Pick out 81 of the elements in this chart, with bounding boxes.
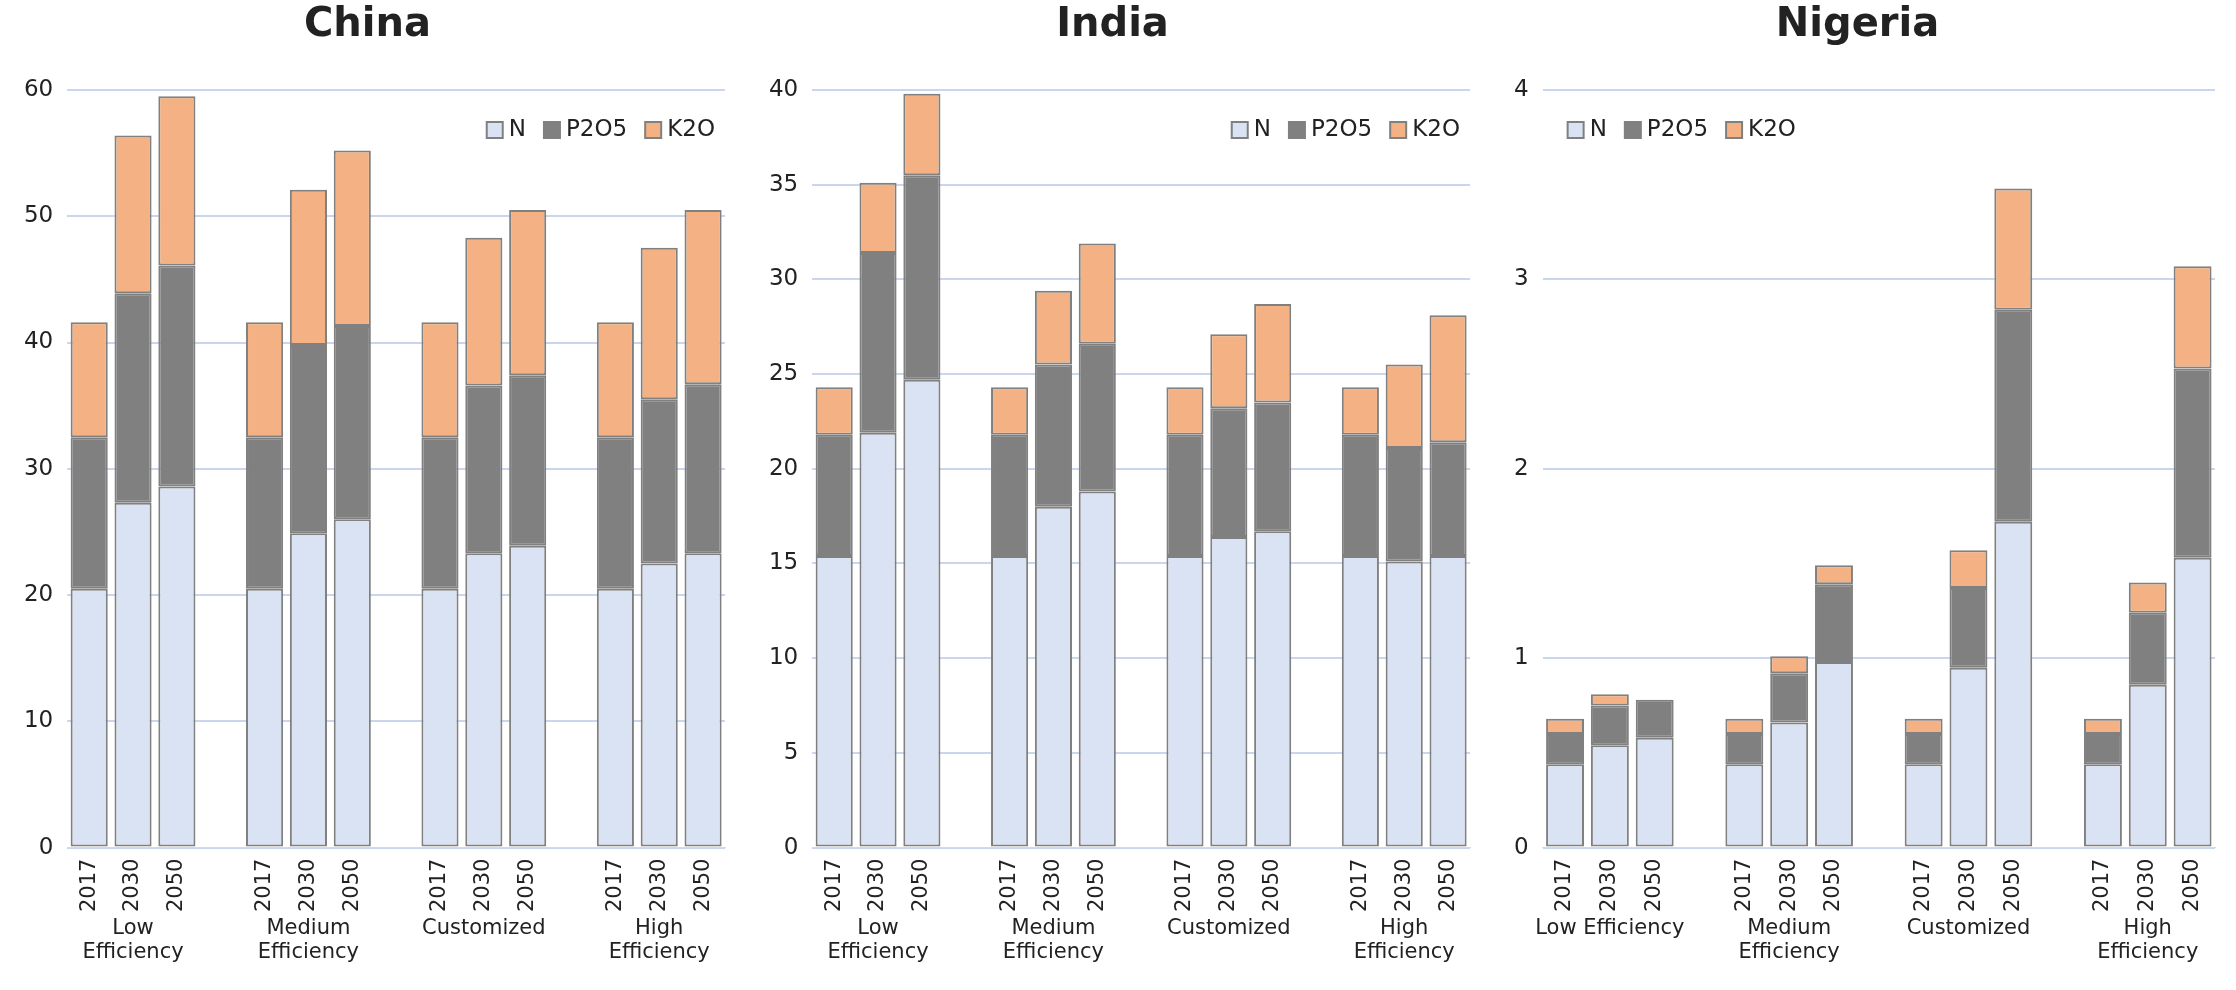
x-tick-label: 2050 (1820, 858, 1845, 913)
text: High Efficiency (2096, 915, 2200, 963)
y-tick-label: 30 (23, 453, 54, 480)
y-tick-label: 2 (1513, 453, 1529, 480)
text: Customized (1905, 915, 2032, 939)
y-tick-label: 35 (768, 169, 799, 196)
text: Customized (421, 915, 547, 939)
y-tick-label: 20 (23, 580, 54, 607)
x-tick-label: 2050 (689, 858, 714, 913)
x-tick-label: 2017 (251, 858, 276, 913)
y-tick-label: 15 (768, 548, 799, 575)
y-tick-label: 25 (768, 359, 799, 386)
x-tick-label: 2030 (1215, 858, 1240, 913)
y-tick-label: 0 (783, 832, 799, 859)
y-tick-label: 3 (1513, 264, 1529, 291)
y-tick-label: 0 (1513, 832, 1529, 859)
x-tick-label: 2050 (1083, 858, 1108, 913)
x-tick-label: 2030 (119, 858, 144, 913)
text: Medium Efficiency (1737, 915, 1841, 963)
x-tick-label: 2030 (1039, 858, 1064, 913)
y-tick-label: 60 (23, 74, 54, 101)
y-tick-label: 20 (768, 453, 799, 480)
text: Low Efficiency (1535, 915, 1685, 939)
x-tick-label: 2050 (1999, 858, 2024, 913)
x-tick-label: 2050 (163, 858, 188, 913)
text: Low Efficiency (826, 915, 930, 963)
legend-label: P2O5 (1646, 114, 1709, 141)
x-tick-label: 2017 (820, 858, 845, 913)
x-tick-label: 2017 (1171, 858, 1196, 913)
legend-label: N (1253, 114, 1271, 141)
x-tick-label: 2030 (864, 858, 889, 913)
x-tick-label: 2030 (1775, 858, 1800, 913)
y-tick-label: 4 (1513, 74, 1529, 101)
x-tick-label: 2050 (1434, 858, 1459, 913)
x-tick-label: 2050 (1259, 858, 1284, 913)
x-tick-label: 2017 (1346, 858, 1371, 913)
legend-label: N (1589, 114, 1607, 141)
x-tick-label: 2050 (908, 858, 933, 913)
y-tick-label: 10 (23, 706, 54, 733)
text: High Efficiency (1352, 915, 1456, 963)
chart-title: Nigeria (1775, 0, 1940, 46)
x-tick-label: 2030 (2134, 858, 2159, 913)
y-tick-label: 40 (768, 74, 799, 101)
x-tick-label: 2017 (2089, 858, 2114, 913)
x-tick-label: 2050 (338, 858, 363, 913)
legend-label: K2O (1412, 114, 1461, 141)
x-tick-label: 2017 (996, 858, 1021, 913)
text: Low Efficiency (81, 915, 185, 963)
x-tick-label: 2017 (1910, 858, 1935, 913)
legend-label: N (508, 114, 526, 141)
x-tick-label: 2017 (75, 858, 100, 913)
text: High Efficiency (607, 915, 711, 963)
x-tick-label: 2030 (294, 858, 319, 913)
chart-title: China (303, 0, 432, 46)
legend-label: P2O5 (565, 114, 628, 141)
x-tick-label: 2017 (601, 858, 626, 913)
x-tick-label: 2050 (1641, 858, 1666, 913)
legend-label: K2O (1748, 114, 1796, 141)
y-tick-label: 50 (23, 201, 54, 228)
text: Customized (1166, 915, 1292, 939)
x-tick-label: 2030 (1954, 858, 1979, 913)
x-tick-label: 2030 (645, 858, 670, 913)
chart-title: India (1056, 0, 1169, 46)
y-tick-label: 40 (23, 327, 54, 354)
legend-label: K2O (667, 114, 716, 141)
y-tick-label: 30 (768, 264, 799, 291)
y-tick-label: 5 (783, 737, 799, 764)
x-tick-label: 2030 (1390, 858, 1415, 913)
text: Medium Efficiency (256, 915, 360, 963)
x-tick-label: 2050 (2179, 858, 2204, 913)
legend-label: P2O5 (1310, 114, 1373, 141)
x-tick-label: 2050 (514, 858, 539, 913)
x-tick-label: 2017 (1551, 858, 1576, 913)
x-tick-label: 2017 (426, 858, 451, 913)
y-tick-label: 1 (1513, 643, 1529, 670)
y-tick-label: 10 (768, 643, 799, 670)
y-tick-label: 0 (38, 832, 54, 859)
x-tick-label: 2030 (1596, 858, 1621, 913)
text: Medium Efficiency (1001, 915, 1105, 963)
x-tick-label: 2017 (1730, 858, 1755, 913)
x-tick-label: 2030 (470, 858, 495, 913)
